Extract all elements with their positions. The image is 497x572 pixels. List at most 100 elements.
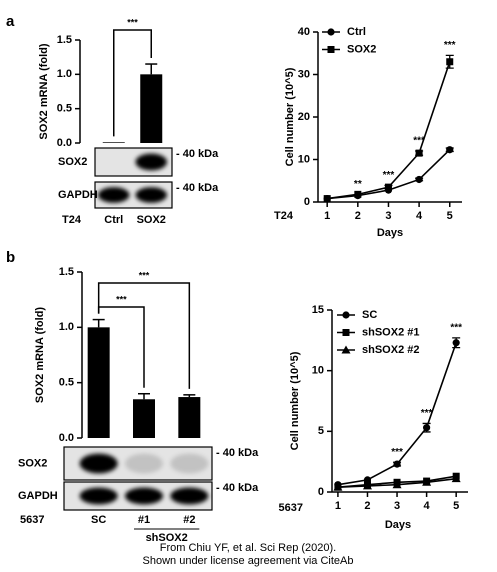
blot-size-label: - 40 kDa: [216, 482, 259, 494]
y-axis-label: SOX2 mRNA (fold): [38, 43, 50, 139]
y-tick-label: 1.0: [59, 321, 74, 333]
x-axis-label: Days: [385, 519, 411, 531]
blot-band: [98, 187, 130, 203]
marker: [415, 175, 423, 184]
x-tick-label: 4: [424, 500, 431, 512]
blot-row-label: GAPDH: [18, 490, 58, 502]
marker: [342, 311, 350, 319]
cell-line-label: T24: [62, 214, 82, 226]
marker: [333, 482, 343, 491]
y-tick-label: 0: [304, 196, 310, 208]
bar: [87, 327, 110, 438]
error-bar: [92, 318, 105, 328]
y-axis-label: SOX2 mRNA (fold): [34, 307, 46, 403]
x-tick-label: 1: [335, 500, 341, 512]
y-tick-label: 0.0: [59, 432, 74, 444]
y-tick-label: 0: [318, 486, 324, 498]
bar: [140, 74, 163, 143]
blot-band: [135, 187, 167, 203]
cell-line-label: 5637: [279, 502, 303, 514]
blot-band: [79, 453, 118, 474]
legend-label: SC: [362, 309, 377, 321]
marker: [341, 345, 351, 354]
x-tick-label: 4: [416, 210, 423, 222]
significance-label: ***: [413, 136, 425, 147]
category-label: #2: [183, 514, 195, 526]
marker: [446, 58, 454, 66]
y-tick-label: 15: [312, 304, 324, 316]
marker: [354, 190, 362, 198]
significance-bracket: [97, 282, 191, 389]
significance-label: ***: [383, 170, 395, 181]
legend-label: shSOX2 #1: [362, 326, 419, 338]
legend-label: Ctrl: [347, 26, 366, 38]
group-label: shSOX2: [146, 532, 188, 544]
blot-size-label: - 40 kDa: [176, 148, 219, 160]
y-tick-label: 30: [298, 68, 310, 80]
x-tick-label: 3: [394, 500, 400, 512]
category-label: SC: [91, 514, 106, 526]
footer-line: From Chiu YF, et al. Sci Rep (2020).: [160, 542, 336, 554]
marker: [393, 460, 401, 468]
y-tick-label: 10: [298, 153, 310, 165]
marker: [342, 329, 350, 336]
category-label: SOX2: [137, 214, 166, 226]
significance-label: ***: [421, 408, 433, 419]
y-axis-label: Cell number (10^5): [284, 67, 296, 166]
y-tick-label: 0.5: [57, 103, 72, 115]
y-axis-label: Cell number (10^5): [289, 351, 301, 450]
blot-band: [135, 153, 167, 171]
cell-line-label: 5637: [20, 514, 44, 526]
y-tick-label: 0.5: [59, 377, 74, 389]
x-tick-label: 3: [385, 210, 391, 222]
marker: [327, 46, 335, 53]
blot-row-label: GAPDH: [58, 189, 98, 201]
cell-line-label: T24: [274, 210, 294, 222]
significance-label: ***: [444, 40, 456, 51]
bar: [133, 399, 155, 438]
blot-band: [124, 487, 164, 505]
marker: [422, 477, 432, 486]
x-tick-label: 5: [453, 500, 459, 512]
panel-label: a: [6, 13, 15, 30]
significance-label: ***: [116, 294, 127, 304]
x-tick-label: 2: [355, 210, 361, 222]
marker: [446, 146, 454, 154]
blot-size-label: - 40 kDa: [176, 182, 219, 194]
blot-row-label: SOX2: [18, 457, 47, 469]
blot-row-label: SOX2: [58, 156, 87, 168]
y-tick-label: 20: [298, 111, 310, 123]
significance-label: ***: [127, 17, 138, 27]
blot-band: [170, 453, 209, 474]
y-tick-label: 10: [312, 365, 324, 377]
x-tick-label: 5: [447, 210, 453, 222]
footer-line: Shown under license agreement via CiteAb: [143, 555, 354, 567]
y-tick-label: 40: [298, 26, 310, 38]
y-tick-label: 1.5: [59, 266, 74, 278]
x-tick-label: 2: [364, 500, 370, 512]
bar: [102, 142, 125, 143]
bar: [178, 397, 201, 438]
error-bar: [145, 63, 158, 75]
error-bar: [183, 394, 196, 398]
marker: [392, 480, 402, 489]
significance-label: **: [354, 179, 362, 190]
blot-band: [170, 487, 209, 505]
marker: [451, 474, 461, 483]
marker: [327, 28, 335, 36]
y-tick-label: 0.0: [57, 137, 72, 149]
category-label: Ctrl: [104, 214, 123, 226]
marker: [452, 339, 460, 347]
x-tick-label: 1: [324, 210, 330, 222]
y-tick-label: 1.5: [57, 34, 72, 46]
significance-label: ***: [139, 270, 150, 280]
error-bar: [138, 392, 150, 400]
y-tick-label: 5: [318, 425, 324, 437]
marker: [362, 481, 372, 490]
marker: [415, 149, 423, 157]
legend-label: shSOX2 #2: [362, 344, 419, 356]
blot-band: [98, 154, 130, 171]
marker: [384, 183, 392, 191]
significance-label: ***: [450, 323, 462, 334]
